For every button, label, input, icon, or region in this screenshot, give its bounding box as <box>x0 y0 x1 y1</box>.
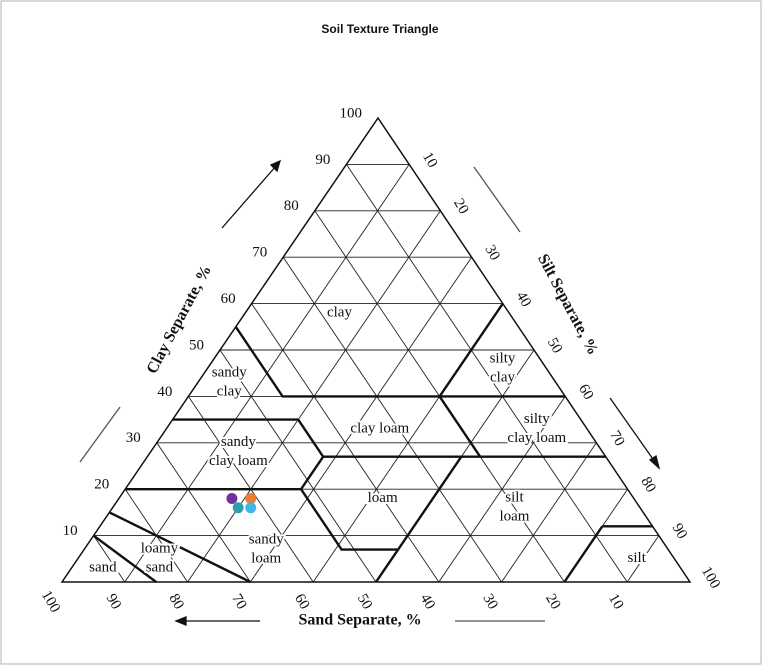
silt-tick-label: 10 <box>419 150 440 171</box>
plot: 10 20 30 40 50 60 70 80 90 100 10 20 30 40 50 60 70 80 90 1… <box>38 105 723 615</box>
clay-tick-label: 100 <box>340 105 363 121</box>
class-boundary <box>108 511 251 584</box>
clay-tick-label: 90 <box>315 152 330 168</box>
clay-tick-label: 60 <box>221 291 236 307</box>
region-label: loamy <box>141 541 179 557</box>
arrows <box>79 159 661 626</box>
silt-grid-line <box>626 535 660 583</box>
data-point <box>232 502 244 514</box>
sand-tick-label: 10 <box>605 591 626 612</box>
region-label: loam <box>368 490 398 506</box>
region-label: clay <box>490 369 515 385</box>
region-label: silty <box>524 411 550 427</box>
region-label: silt <box>505 490 524 506</box>
sand-tick-label: 20 <box>542 591 563 612</box>
sand-tick-label: 60 <box>291 591 312 612</box>
silt-tick-label: 40 <box>513 289 534 310</box>
data-point <box>245 492 257 504</box>
data-point <box>245 502 257 514</box>
sand-tick-label: 90 <box>103 591 124 612</box>
clay-tick-label: 10 <box>63 523 78 539</box>
silt-tick-label: 60 <box>575 382 596 403</box>
silt-tick-label: 90 <box>669 521 690 542</box>
clay-tick-label: 50 <box>189 337 204 353</box>
region-label: clay loam <box>507 430 566 446</box>
sand-grid-line <box>219 349 377 583</box>
clay-tick-label: 40 <box>157 384 172 400</box>
silt-tick-label: 20 <box>450 196 471 217</box>
sand-tick-label: 80 <box>165 591 186 612</box>
region-label: clay <box>327 304 352 320</box>
clay-tick-label: 20 <box>94 477 109 493</box>
region-label: sandy <box>221 434 256 450</box>
silt-grid-line <box>250 256 472 583</box>
sand-grid-line <box>282 256 502 583</box>
region-label: sandy <box>212 364 247 380</box>
silt-grid-line <box>501 442 597 583</box>
region-label: sandy <box>249 531 284 547</box>
class-boundary <box>92 534 157 583</box>
class-boundary <box>234 302 504 398</box>
class-boundary <box>563 525 604 583</box>
class-boundary <box>300 456 463 551</box>
sand-tick-label: 30 <box>479 591 500 612</box>
sand-tick-label: 40 <box>417 591 438 612</box>
sand-grid-line <box>93 535 126 583</box>
region-label: loam <box>499 509 529 525</box>
region-label: clay loam <box>350 420 409 436</box>
region-label: loam <box>251 550 281 566</box>
silt-tick-label: 30 <box>481 242 502 263</box>
data-point <box>226 492 238 504</box>
silt-tick-label: 80 <box>637 474 658 495</box>
region-label: clay <box>217 383 242 399</box>
region-label: sand <box>146 560 174 576</box>
sand-tick-label: 70 <box>228 591 249 612</box>
sand-grid-line <box>156 442 251 583</box>
region-label: silty <box>490 350 516 366</box>
sand-grid-line <box>346 164 628 583</box>
chart-title: Soil Texture Triangle <box>321 22 438 36</box>
silt-tick-label: 70 <box>606 428 627 449</box>
class-boundary <box>125 418 325 491</box>
region-label: clay loam <box>209 453 268 469</box>
silt-tick-label: 50 <box>544 335 565 356</box>
sand-axis-title: Sand Separate, % <box>298 612 421 629</box>
clay-tick-label: 80 <box>284 198 299 214</box>
clay-tick-label: 30 <box>126 430 141 446</box>
region-label: sand <box>89 560 117 576</box>
region-label: silt <box>628 550 647 566</box>
clay-tick-label: 70 <box>252 245 267 261</box>
sand-tick-label: 50 <box>354 591 375 612</box>
class-boundary <box>375 548 400 583</box>
